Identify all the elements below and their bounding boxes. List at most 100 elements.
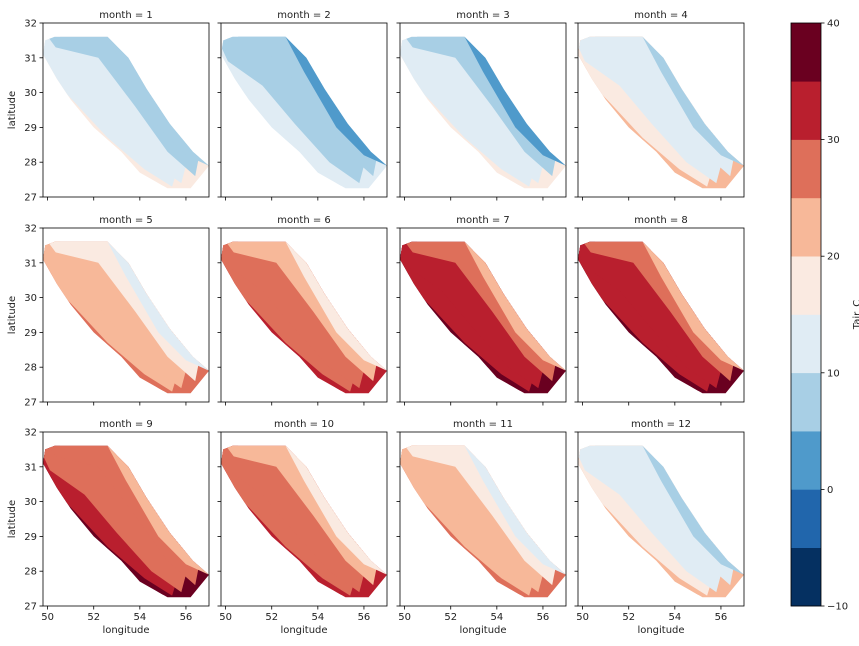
y-tick-label: 28 [24,158,37,169]
facet-value: 4 [681,10,687,21]
colorbar-tick-label: −10 [827,602,848,613]
x-tick-label: 50 [398,612,411,623]
y-tick-label: 31 [24,53,37,64]
contour-fill [400,445,566,598]
contour-fill [578,36,744,189]
x-axis-label: longitude [637,625,684,636]
axes-frame [42,431,210,607]
x-tick-label: 56 [180,612,193,623]
axes-frame [577,22,745,198]
colorbar-segment [791,81,821,140]
y-tick-label: 32 [24,224,37,235]
colorbar-tick-label: 40 [827,19,840,30]
facet-month-2: month = 2 [217,10,388,201]
axes-frame [220,431,388,607]
facet-title: month = 1 [99,10,153,21]
facet-month-3: month = 3 [396,10,567,201]
x-tick-label: 56 [537,612,550,623]
colorbar-segment [791,314,821,374]
facet-value: 11 [500,419,513,430]
contour-fill [221,445,387,598]
facet-value: 3 [503,10,509,21]
contour-fill [221,36,387,189]
facet-value: 7 [503,215,509,226]
y-tick-label: 27 [24,193,37,204]
x-axis-label: longitude [459,625,506,636]
contour-fill [43,445,209,598]
colorbar-segment [791,23,821,82]
facet-month-7: month = 7 [396,215,567,406]
x-tick-label: 52 [87,612,100,623]
axes-frame [42,227,210,403]
facet-value: 12 [678,419,691,430]
contour-fill [43,36,209,189]
x-tick-label: 52 [444,612,457,623]
y-tick-label: 30 [24,497,37,508]
y-tick-label: 28 [24,363,37,374]
facet-title: month = 3 [456,10,510,21]
colorbar-segment [791,139,821,199]
colorbar-segment [791,197,821,257]
y-tick-label: 29 [24,532,37,543]
y-tick-label: 31 [24,258,37,269]
facet-month-8: month = 8 [574,215,745,406]
facet-title: month = 5 [99,215,153,226]
colorbar-label: Tair_C [852,300,859,330]
y-tick-label: 31 [24,462,37,473]
facet-value: 5 [146,215,152,226]
x-tick-label: 56 [358,612,371,623]
colorbar-tick-label: 0 [827,485,833,496]
x-tick-label: 56 [715,612,728,623]
contour-fill [578,241,744,394]
x-tick-label: 54 [133,612,146,623]
x-axis-label: longitude [102,625,149,636]
y-tick-label: 32 [24,428,37,439]
y-tick-label: 30 [24,88,37,99]
y-tick-label: 28 [24,567,37,578]
y-axis-label: latitude [7,296,18,334]
contour-fill [43,241,209,394]
contour-fill [400,36,566,189]
y-tick-label: 29 [24,328,37,339]
x-tick-label: 54 [311,612,324,623]
axes-frame [42,22,210,198]
x-tick-label: 52 [622,612,635,623]
y-axis-label: latitude [7,500,18,538]
x-tick-label: 54 [490,612,503,623]
facet-title: month = 11 [453,419,513,430]
colorbar-segment [791,489,821,548]
colorbar-segment [791,372,821,432]
colorbar-segment [791,431,821,490]
facet-title: month = 8 [634,215,688,226]
facet-value: 1 [146,10,152,21]
axes-frame [577,431,745,607]
axes-frame [220,227,388,403]
colorbar-tick-label: 20 [827,252,840,263]
axes-frame [577,227,745,403]
x-tick-label: 52 [265,612,278,623]
x-axis-label: longitude [280,625,327,636]
y-tick-label: 32 [24,19,37,30]
y-tick-label: 27 [24,602,37,613]
x-tick-label: 54 [668,612,681,623]
contour-fill [400,241,566,394]
colorbar-tick-label: 30 [827,135,840,146]
facet-title: month = 2 [277,10,331,21]
facet-title: month = 10 [274,419,334,430]
colorbar-segment [791,256,821,315]
y-axis-label: latitude [7,91,18,129]
axes-frame [220,22,388,198]
facet-value: 6 [324,215,330,226]
facet-title: month = 7 [456,215,510,226]
y-tick-label: 27 [24,398,37,409]
facet-month-1: month = 1 27 28 29 30 31 32 latitude [7,10,210,204]
facet-value: 10 [321,419,334,430]
y-tick-label: 29 [24,123,37,134]
colorbar-segment [791,547,821,607]
colorbar: −10 0 10 20 30 40 Tair_C [790,19,859,613]
facet-month-9: month = 9 50 52 54 56 27 28 29 30 31 32 latitude lon… [7,419,210,636]
facet-month-10: month = 10 50 52 54 56 longitude [217,419,388,636]
facet-month-6: month = 6 [217,215,388,406]
